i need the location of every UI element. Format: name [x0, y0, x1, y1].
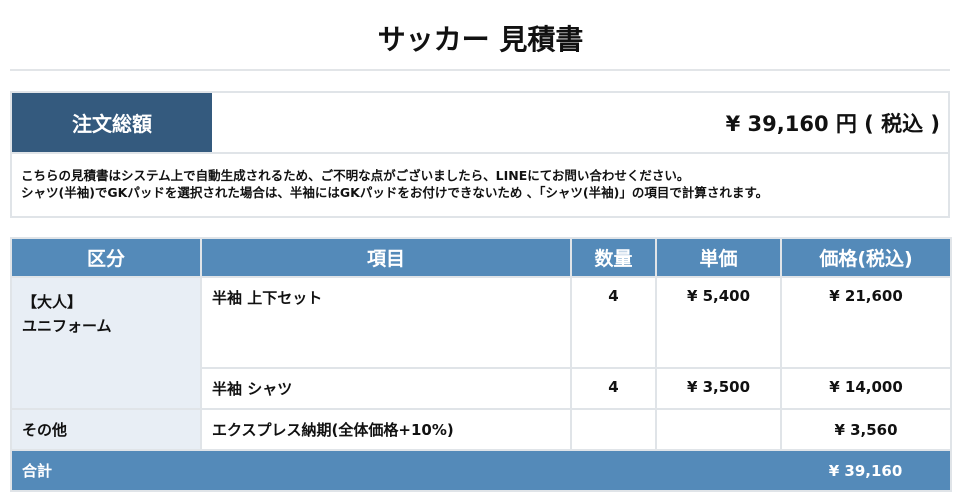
notice-line: こちらの見積書はシステム上で自動生成されるため、ご不明な点がございましたら、LI… — [21, 168, 690, 183]
price-cell: ¥ 14,000 — [780, 367, 952, 410]
notice-line: シャツ(半袖)でGKパッドを選択された場合は、半袖にはGKパッドをお付けできない… — [21, 185, 769, 200]
notice-text: こちらの見積書はシステム上で自動生成されるため、ご不明な点がございましたら、LI… — [21, 167, 768, 201]
order-total-label: 注文総額 — [12, 93, 212, 152]
item-cell: 半袖 シャツ — [200, 367, 572, 410]
summary-divider — [12, 152, 948, 154]
qty-cell: 4 — [570, 276, 657, 369]
order-total-value: ¥ 39,160 円 ( 税込 ) — [725, 111, 940, 136]
total-price: ¥ 39,160 — [781, 449, 952, 492]
header-unit-price: 単価 — [655, 237, 782, 278]
price-cell: ¥ 21,600 — [780, 276, 952, 369]
header-qty: 数量 — [570, 237, 657, 278]
qty-cell: 4 — [570, 367, 657, 410]
total-label: 合計 — [10, 449, 781, 492]
category-cell: 【大人】 ユニフォーム — [10, 276, 202, 410]
table-header-row: 区分 項目 数量 単価 価格(税込) — [10, 237, 952, 278]
title-divider — [10, 69, 950, 71]
table-row: 【大人】 ユニフォーム 半袖 上下セット 4 ¥ 5,400 ¥ 21,600 — [10, 276, 952, 410]
header-item: 項目 — [200, 237, 572, 278]
unit-price-cell: ¥ 5,400 — [655, 276, 782, 369]
qty-cell — [570, 408, 657, 451]
unit-price-cell — [655, 408, 782, 451]
category-label: ユニフォーム — [22, 317, 112, 335]
category-label: 【大人】 — [22, 293, 83, 311]
price-cell: ¥ 3,560 — [780, 408, 952, 451]
order-summary: 注文総額 ¥ 39,160 円 ( 税込 ) こちらの見積書はシステム上で自動生… — [10, 91, 950, 218]
total-row: 合計 ¥ 39,160 — [10, 449, 952, 492]
page-title: サッカー 見積書 — [377, 23, 584, 56]
item-cell: エクスプレス納期(全体価格+10%) — [200, 408, 572, 451]
estimate-table: 区分 項目 数量 単価 価格(税込) 【大人】 ユニフォーム 半袖 上下セット … — [10, 237, 952, 492]
item-cell: 半袖 上下セット — [200, 276, 572, 369]
category-cell: その他 — [10, 408, 202, 451]
header-price: 価格(税込) — [780, 237, 952, 278]
header-category: 区分 — [10, 237, 202, 278]
table-row: 半袖 シャツ 4 ¥ 3,500 ¥ 14,000 — [11, 367, 952, 410]
table-row: その他 エクスプレス納期(全体価格+10%) ¥ 3,560 — [10, 408, 952, 451]
unit-price-cell: ¥ 3,500 — [655, 367, 782, 410]
